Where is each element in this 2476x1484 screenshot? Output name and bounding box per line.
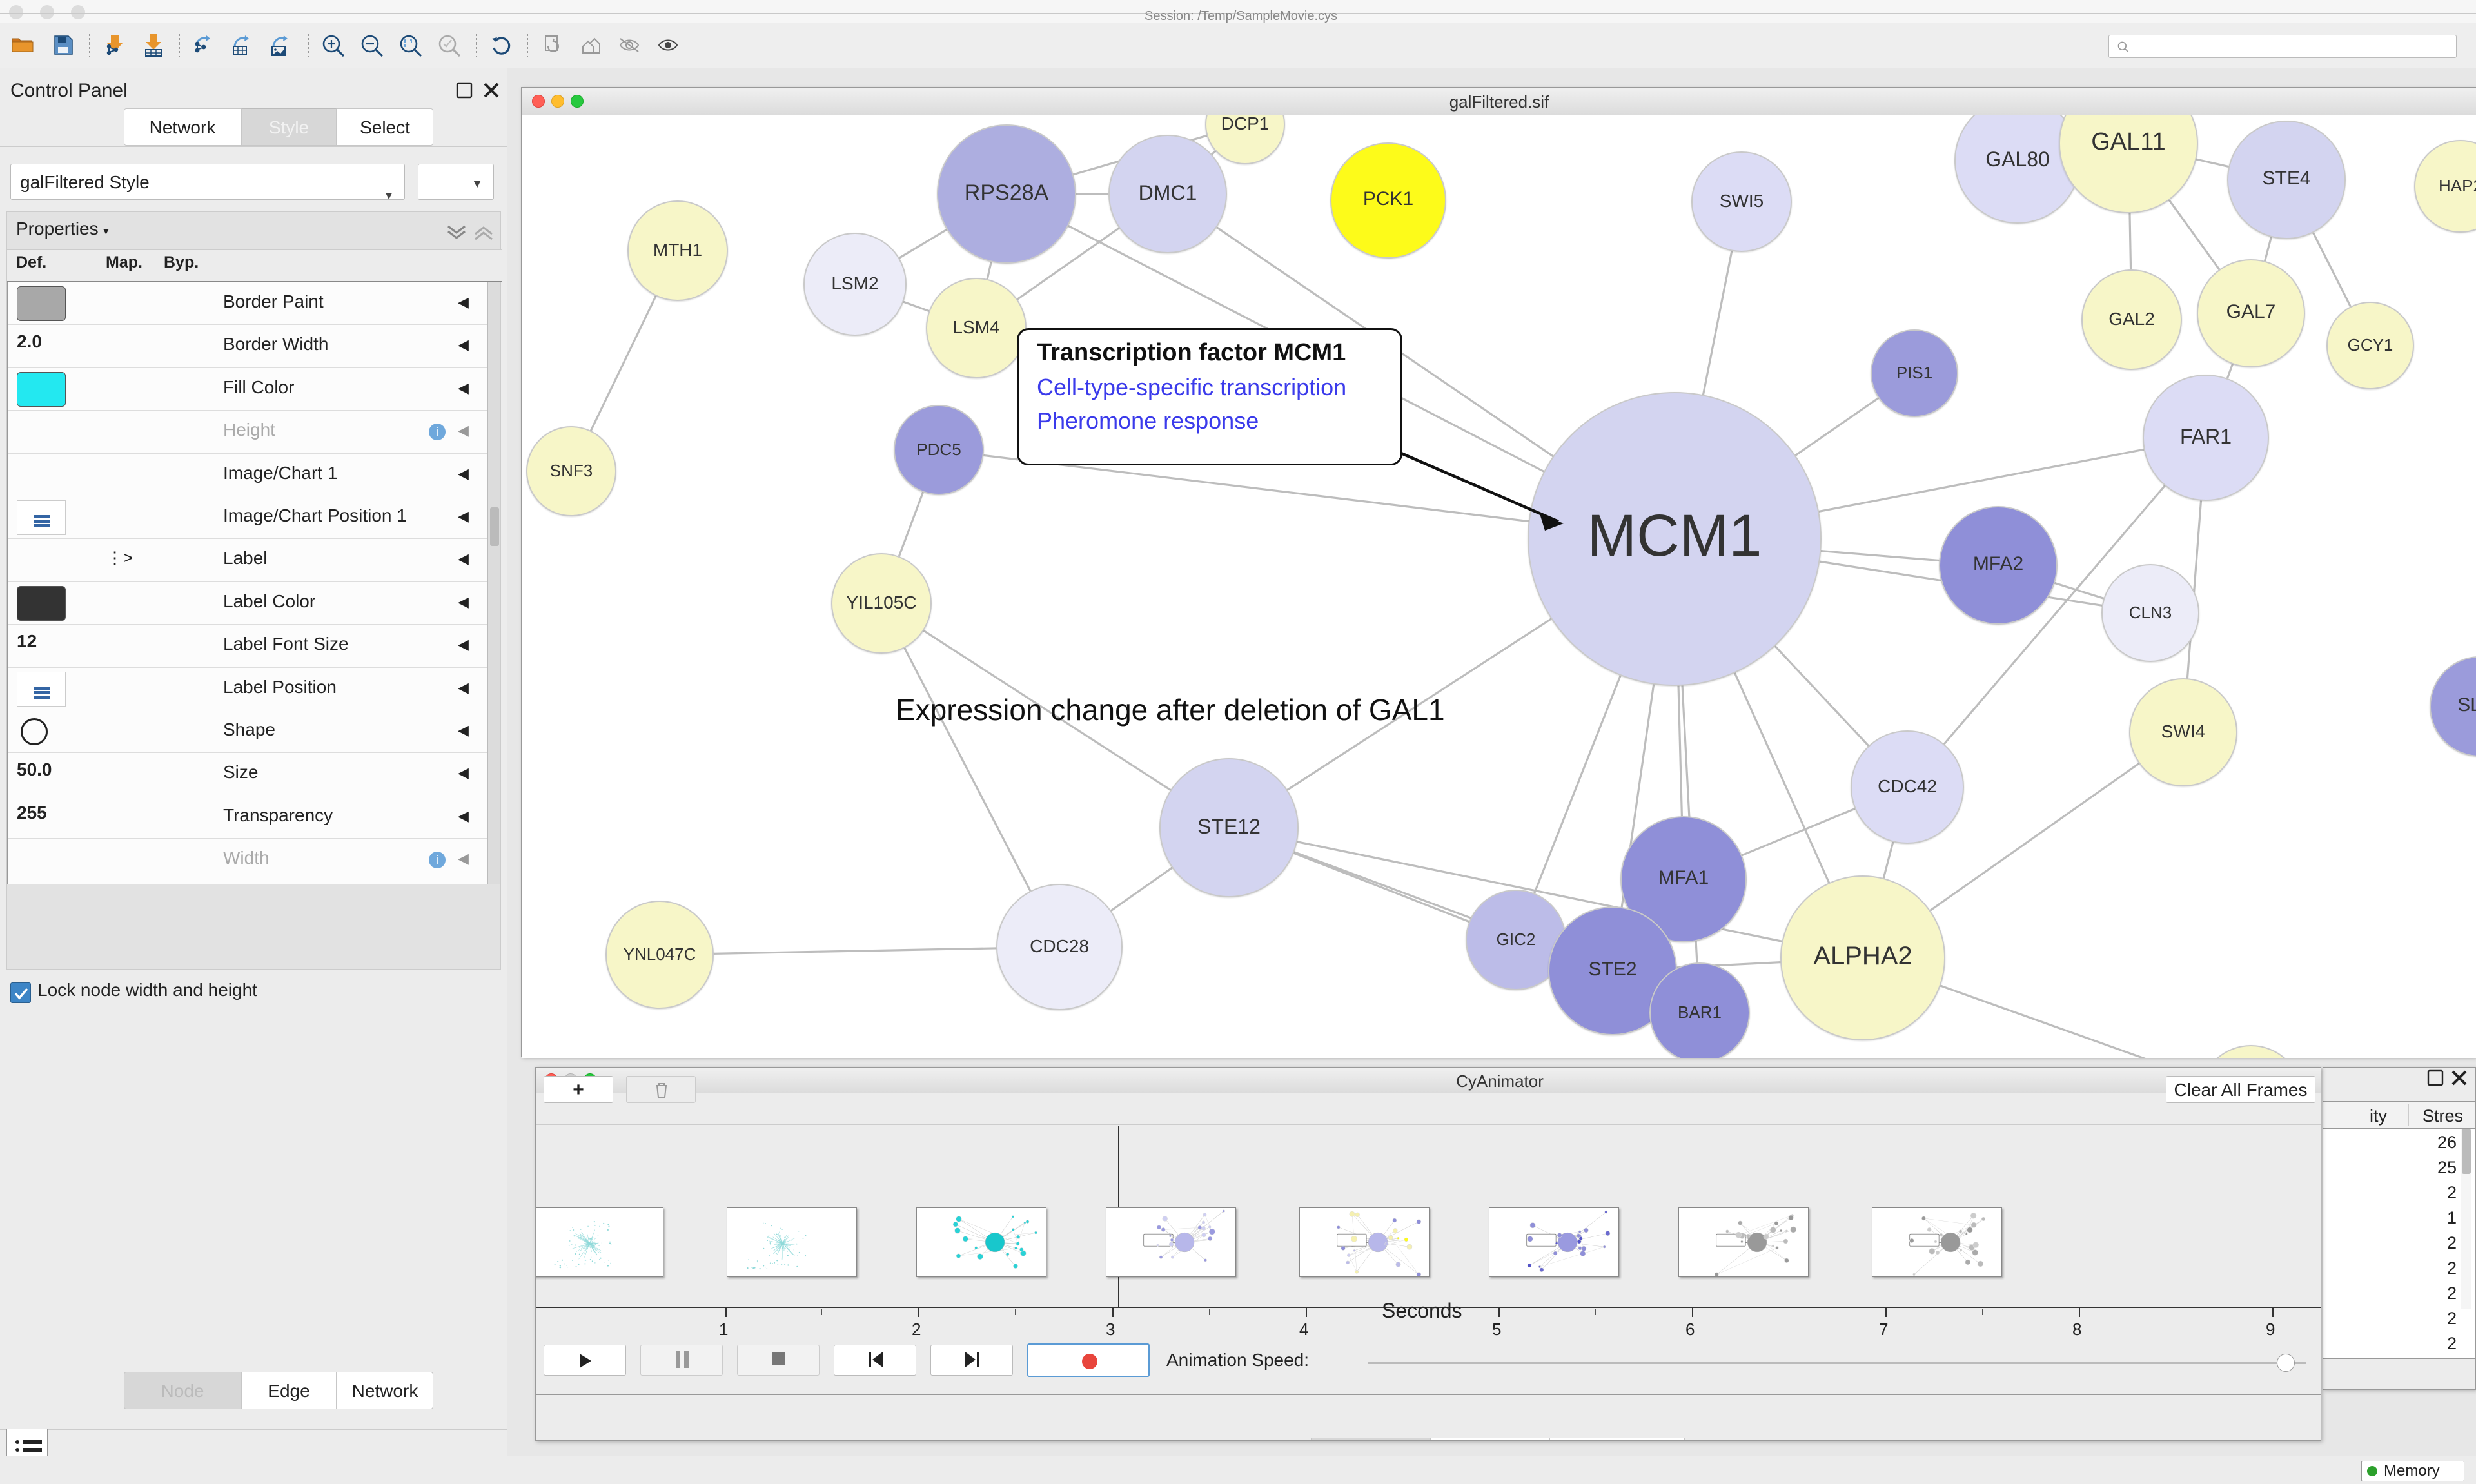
svg-text:i: i [436,425,438,438]
svg-text:i: i [436,854,438,866]
